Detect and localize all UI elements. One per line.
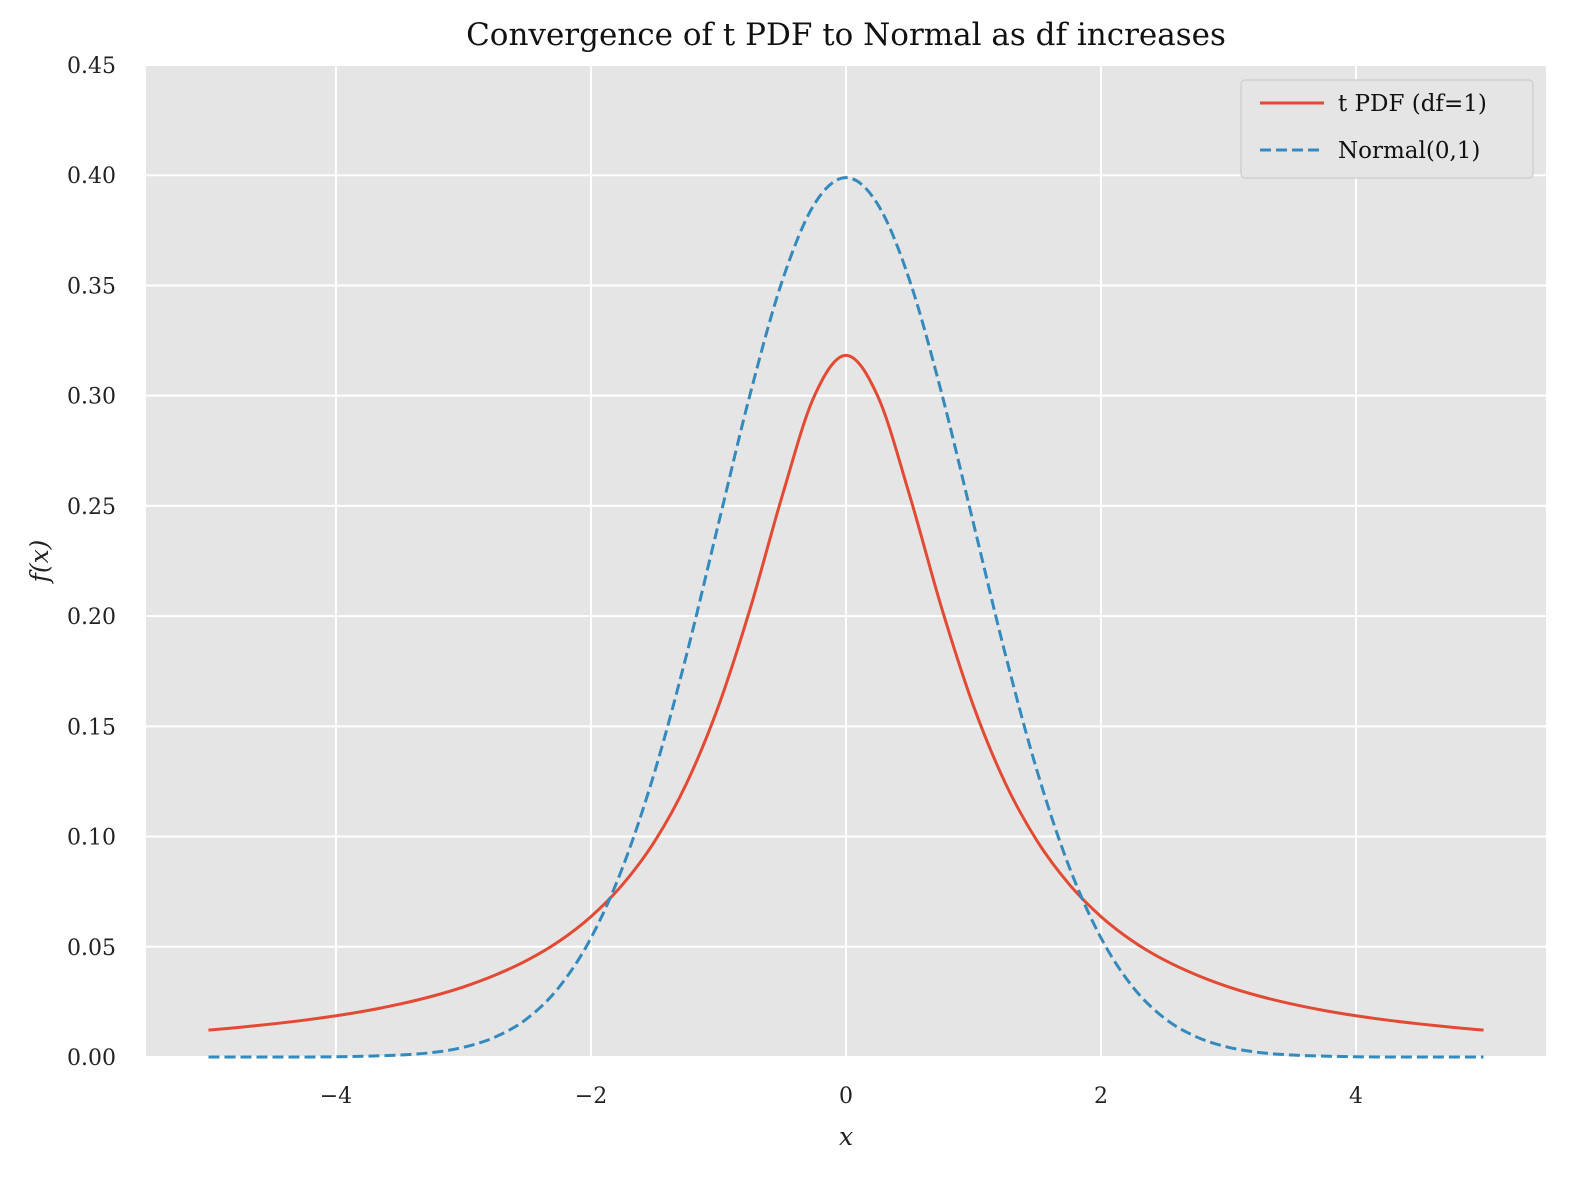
y-axis-label: f(x) (25, 540, 54, 585)
series-lines (208, 176, 1484, 1059)
y-tick-label: 0.15 (67, 715, 116, 740)
series-line-normal (208, 176, 1484, 1059)
y-tick-label: 0.40 (67, 164, 116, 189)
y-tick-label: 0.20 (67, 605, 116, 630)
y-tick-label: 0.00 (67, 1046, 116, 1071)
tick-labels: −4 −2 0 2 4 0.00 0.05 0.10 0.15 0.20 0.25 0.30 0.35 0… (67, 54, 1363, 1109)
legend-label-t: t PDF (df=1) (1338, 91, 1487, 117)
y-tick-label: 0.30 (67, 385, 116, 410)
x-axis-label: x (839, 1122, 853, 1151)
legend: t PDF (df=1) Normal(0,1) (1240, 79, 1534, 179)
y-tick-label: 0.05 (67, 936, 116, 961)
x-tick-label: −4 (320, 1084, 352, 1109)
x-tick-label: 4 (1349, 1084, 1363, 1109)
y-tick-label: 0.25 (67, 495, 116, 520)
chart-title: Convergence of t PDF to Normal as df inc… (466, 17, 1226, 53)
x-tick-label: 2 (1094, 1084, 1108, 1109)
x-tick-label: 0 (839, 1084, 853, 1109)
y-tick-label: 0.45 (67, 54, 116, 79)
y-tick-label: 0.10 (67, 826, 116, 851)
series-line-t-pdf (208, 353, 1484, 1032)
legend-label-normal: Normal(0,1) (1338, 138, 1480, 164)
x-tick-label: −2 (575, 1084, 607, 1109)
y-tick-label: 0.35 (67, 274, 116, 299)
grid (146, 64, 1546, 1058)
